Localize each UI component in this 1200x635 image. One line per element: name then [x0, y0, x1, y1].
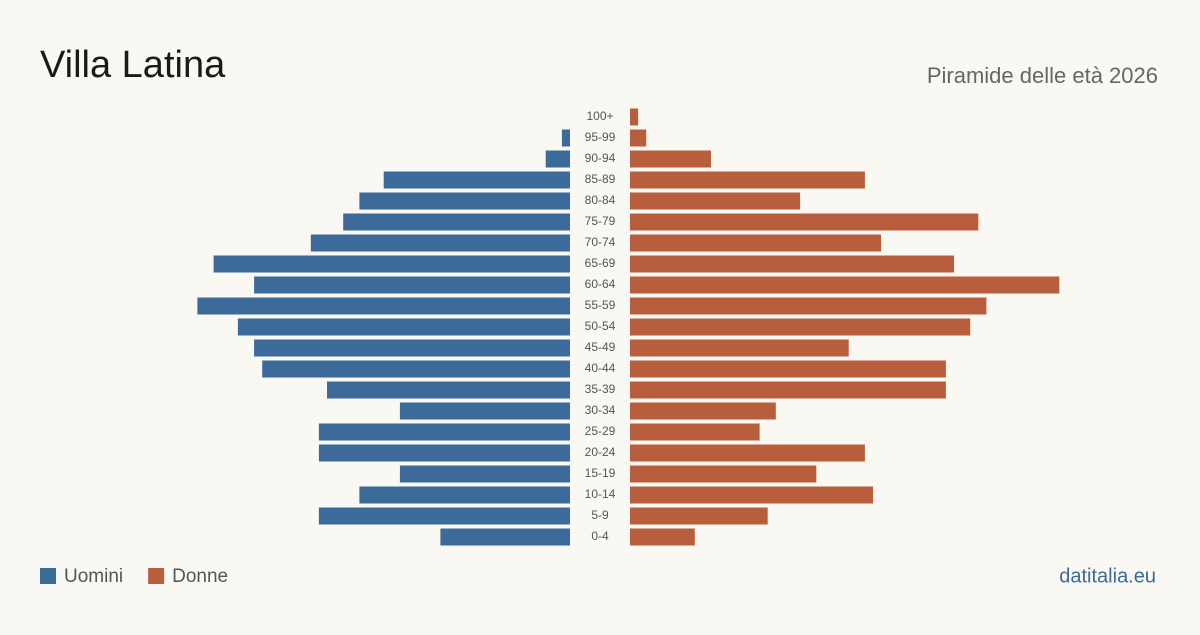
bar	[630, 108, 639, 126]
age-label: 25-29	[585, 424, 616, 438]
bar	[399, 465, 570, 483]
bar	[237, 318, 570, 336]
legend-swatch	[148, 568, 165, 584]
age-label: 15-19	[585, 466, 616, 480]
bar	[327, 381, 570, 399]
bar	[630, 486, 873, 504]
age-label: 45-49	[585, 340, 616, 354]
age-label: 80-84	[585, 193, 616, 207]
bar	[630, 213, 979, 231]
source: datitalia.eu	[1059, 565, 1156, 587]
bar	[318, 507, 570, 525]
bar	[318, 444, 570, 462]
bar	[630, 171, 865, 189]
age-label: 95-99	[585, 130, 616, 144]
bar	[630, 192, 801, 210]
legend-swatch	[40, 568, 56, 584]
bar	[561, 129, 570, 147]
age-label: 5-9	[591, 508, 609, 522]
bar	[399, 402, 570, 420]
age-label: 90-94	[585, 151, 616, 165]
bar	[254, 339, 570, 357]
bar	[262, 360, 570, 378]
age-label: 40-44	[585, 361, 616, 375]
bar	[359, 192, 570, 210]
bar	[254, 276, 570, 294]
bar	[630, 318, 971, 336]
age-label: 75-79	[585, 214, 616, 228]
age-label: 20-24	[585, 445, 616, 459]
bar	[630, 255, 954, 273]
bar	[545, 150, 570, 168]
age-label: 70-74	[585, 235, 616, 249]
bar	[343, 213, 570, 231]
bar	[630, 465, 817, 483]
bar	[630, 402, 776, 420]
age-label: 65-69	[585, 256, 616, 270]
bar	[630, 150, 711, 168]
bar	[630, 234, 882, 252]
age-label: 30-34	[585, 403, 616, 417]
age-label: 35-39	[585, 382, 616, 396]
bar	[310, 234, 570, 252]
bar	[630, 339, 849, 357]
age-label: 85-89	[585, 172, 616, 186]
bar	[383, 171, 570, 189]
age-label: 55-59	[585, 298, 616, 312]
legend-label: Uomini	[64, 566, 123, 587]
age-label: 50-54	[585, 319, 616, 333]
bar	[440, 528, 570, 546]
age-label: 0-4	[591, 529, 609, 543]
chart-subtitle: Piramide delle età 2026	[927, 63, 1158, 88]
bar	[630, 444, 865, 462]
age-label: 60-64	[585, 277, 616, 291]
bar	[630, 528, 695, 546]
bar	[630, 129, 647, 147]
bar	[318, 423, 570, 441]
bar	[359, 486, 570, 504]
bar	[630, 423, 760, 441]
legend-label: Donne	[172, 566, 228, 587]
chart-title: Villa Latina	[40, 44, 226, 86]
age-label: 100+	[586, 109, 613, 123]
bar	[630, 276, 1060, 294]
bar	[630, 507, 768, 525]
age-label: 10-14	[585, 487, 616, 501]
bar	[630, 381, 946, 399]
bar	[197, 297, 570, 315]
bar	[213, 255, 570, 273]
bar	[630, 297, 987, 315]
bar	[630, 360, 946, 378]
